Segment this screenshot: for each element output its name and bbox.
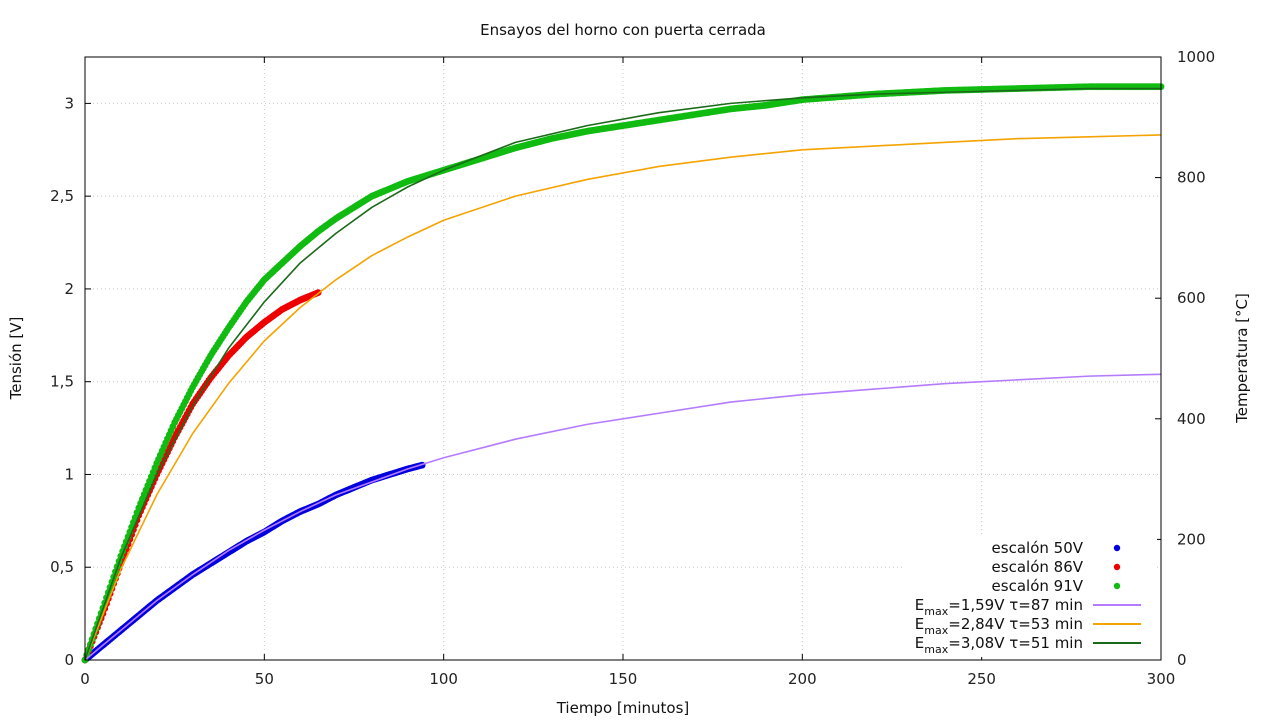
legend-label: Emax=3,08V τ=51 min [915,634,1083,656]
legend-label: escalón 91V [992,577,1084,595]
y2-tick-label: 600 [1177,289,1206,307]
legend-background [905,535,1157,657]
legend-point-swatch [1113,582,1121,590]
y-tick-label: 0,5 [50,558,74,576]
chart-title: Ensayos del horno con puerta cerrada [480,21,766,39]
y-tick-label: 1,5 [50,373,74,391]
legend-label: Emax=2,84V τ=53 min [915,615,1083,637]
x-tick-label: 300 [1147,670,1176,688]
series-line [84,134,1162,661]
y-tick-label: 1 [64,465,74,483]
series-line [84,373,1162,661]
y2-tick-label: 0 [1177,651,1187,669]
y-tick-label: 0 [64,651,74,669]
x-tick-label: 200 [788,670,817,688]
legend-point-swatch [1113,563,1121,571]
x-tick-label: 250 [967,670,996,688]
legend-label: escalón 86V [992,558,1084,576]
legend-label: escalón 50V [992,539,1084,557]
y2-tick-label: 200 [1177,530,1206,548]
legend-label: Emax=1,59V τ=87 min [915,596,1083,618]
series-line [84,87,1161,661]
y2-tick-label: 800 [1177,169,1206,187]
y-axis-label: Tensión [V] [7,317,25,401]
y2-tick-label: 400 [1177,410,1206,428]
x-tick-label: 150 [609,670,638,688]
y2-axis-label: Temperatura [°C] [1233,293,1251,424]
x-tick-label: 0 [80,670,90,688]
y-tick-label: 2 [64,280,74,298]
legend-point-swatch [1113,544,1121,552]
x-tick-label: 50 [255,670,274,688]
series-points [81,289,322,664]
y2-tick-label: 1000 [1177,48,1215,66]
y-tick-label: 2,5 [50,187,74,205]
series-points [81,461,426,664]
y-tick-label: 3 [64,94,74,112]
plot-area [81,83,1165,664]
axis-ticks: 0 50 100 150 200 250 30000,511,522,53020040060… [50,48,1215,688]
x-tick-label: 100 [429,670,458,688]
x-axis-label: Tiempo [minutos] [556,699,690,717]
